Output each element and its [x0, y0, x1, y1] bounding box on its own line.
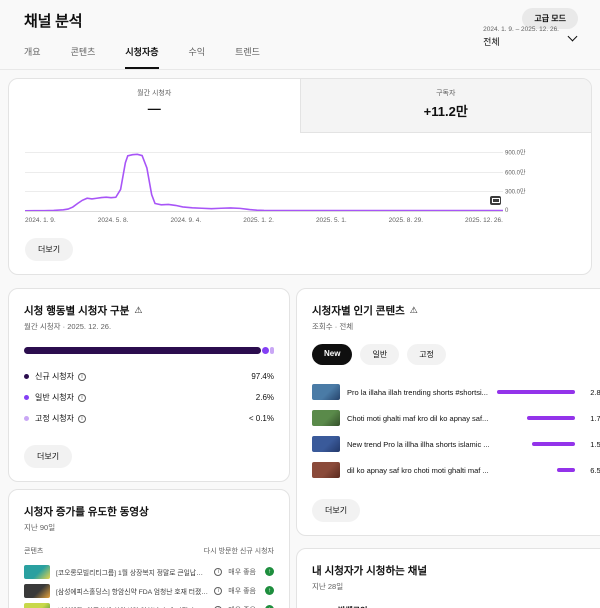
- analytics-line: [25, 149, 503, 211]
- tab-content[interactable]: 콘텐츠: [70, 47, 96, 57]
- x-axis: 2024. 1. 9. 2024. 5. 8. 2024. 9. 4. 2025…: [25, 217, 503, 224]
- channel-row[interactable]: 박쌤코인 구독자 16.2만명: [312, 605, 600, 608]
- info-icon[interactable]: i: [78, 372, 87, 381]
- video-thumbnail: [24, 602, 50, 608]
- info-icon[interactable]: i: [214, 567, 223, 576]
- viewer-behavior-card: 시청 행동별 시청자 구분 ⚠ 월간 시청자 · 2025. 12. 26. 신…: [8, 288, 290, 482]
- date-range-picker[interactable]: 2024. 1. 9. – 2025. 12. 26. 전체: [483, 26, 578, 48]
- card-title: 시청자 증가를 유도한 동영상: [24, 506, 149, 518]
- metric-monthly-viewers[interactable]: 월간 시청자 —: [137, 90, 172, 116]
- video-thumbnail: [24, 583, 50, 598]
- video-thumbnail: [24, 564, 50, 579]
- video-row[interactable]: Pro la illaha illah trending shorts #sho…: [312, 379, 600, 405]
- latest-data-marker-icon: [490, 196, 501, 205]
- gridline: [25, 191, 503, 193]
- views-bar: [556, 468, 575, 472]
- growth-videos-card: 시청자 증가를 유도한 동영상 지난 90일 콘텐츠 다시 방문한 신규 시청자…: [8, 489, 290, 608]
- tab-audience[interactable]: 시청자층: [125, 45, 159, 69]
- video-row[interactable]: Choti moti ghalti maf kro dil ko apnay s…: [312, 405, 600, 431]
- date-range-text: 2024. 1. 9. – 2025. 12. 26.: [483, 26, 559, 33]
- warning-icon[interactable]: ⚠: [134, 305, 143, 315]
- advanced-mode-button[interactable]: 고급 모드: [522, 8, 578, 29]
- info-icon[interactable]: i: [214, 586, 223, 595]
- chip-new[interactable]: New: [312, 344, 353, 365]
- table-row[interactable]: [삼성에피스홀딩스] 항암신약 FDA 엄청난 호재 터졌다! #삼성에... …: [24, 581, 274, 600]
- analytics-tabs: 개요 콘텐츠 시청자층 수익 트렌드: [24, 45, 576, 69]
- page-header: 채널 분석 고급 모드 개요 콘텐츠 시청자층 수익 트렌드 2024. 1. …: [0, 0, 600, 70]
- viewer-split-bar: [24, 347, 274, 354]
- video-thumbnail: [312, 436, 340, 452]
- trend-up-icon: ↑: [265, 605, 274, 608]
- chart-plot-area[interactable]: [25, 149, 503, 212]
- info-icon[interactable]: i: [78, 414, 87, 423]
- video-thumbnail: [312, 462, 340, 478]
- info-icon[interactable]: i: [78, 393, 87, 402]
- legend-bullet: [24, 416, 29, 421]
- trend-up-icon: ↑: [265, 586, 274, 595]
- audience-overview-card: 월간 시청자 — 구독자 +11.2만 900.0만 600.0만 300.0만…: [8, 78, 592, 275]
- gridline-zero: [25, 211, 503, 212]
- table-row[interactable]: [바이엔톨] 이중항체 항암신약 엄청난 호재 터졌다!! #바이엔톨 #...…: [24, 600, 274, 608]
- card-title: 시청 행동별 시청자 구분 ⚠: [24, 305, 143, 317]
- tab-revenue[interactable]: 수익: [188, 47, 206, 57]
- gridline: [25, 171, 503, 173]
- table-header: 콘텐츠 다시 방문한 신규 시청자: [24, 548, 274, 555]
- card-subtitle: 지난 90일: [24, 523, 56, 532]
- legend-bullet: [24, 374, 29, 379]
- video-thumbnail: [312, 410, 340, 426]
- popular-content-card: 시청자별 인기 콘텐츠 ⚠ 조회수 · 전체 New 일반 고정 Pro la …: [296, 288, 600, 536]
- legend-bullet: [24, 395, 29, 400]
- card-subtitle: 월간 시청자 · 2025. 12. 26.: [24, 322, 112, 331]
- card-subtitle: 조회수 · 전체: [312, 322, 354, 331]
- metric-subscribers[interactable]: 구독자 +11.2만: [299, 79, 591, 133]
- viewers-chart: 900.0만 600.0만 300.0만 0: [25, 149, 575, 214]
- legend-row: 신규 시청자 i 97.4%: [24, 366, 274, 387]
- watched-channels-card: 내 시청자가 시청하는 채널 지난 28일 박쌤코인 구독자 16.2만명 코인…: [296, 548, 600, 608]
- card-title: 내 시청자가 시청하는 채널: [312, 565, 428, 577]
- card-subtitle: 지난 28일: [312, 582, 344, 591]
- legend-row: 고정 시청자 i < 0.1%: [24, 408, 274, 429]
- behavior-more-button[interactable]: 더보기: [24, 445, 73, 468]
- views-bar: [526, 416, 575, 420]
- legend-row: 일반 시청자 i 2.6%: [24, 387, 274, 408]
- trend-up-icon: ↑: [265, 567, 274, 576]
- segment-casual: [262, 347, 269, 354]
- y-axis: 900.0만 600.0만 300.0만 0: [505, 150, 526, 214]
- table-row[interactable]: [코오롱모빌리티그룹] 1월 상장복지 정말로 큰일납니다!! #코오롱... …: [24, 562, 274, 581]
- popular-more-button[interactable]: 더보기: [312, 499, 361, 522]
- chevron-down-icon: [567, 31, 578, 41]
- card-title: 시청자별 인기 콘텐츠 ⚠: [312, 305, 418, 317]
- page-title: 채널 분석: [24, 13, 83, 30]
- audience-filter-chips: New 일반 고정: [312, 344, 600, 365]
- views-bar: [496, 390, 575, 394]
- tab-overview[interactable]: 개요: [24, 47, 41, 57]
- metric-tabs: 월간 시청자 — 구독자 +11.2만: [9, 79, 591, 133]
- tab-trends[interactable]: 트렌드: [235, 47, 260, 57]
- views-bar: [532, 442, 575, 446]
- chart-more-button[interactable]: 더보기: [25, 238, 74, 261]
- chip-regular[interactable]: 고정: [407, 344, 446, 365]
- segment-regular: [270, 347, 274, 354]
- gridline: [25, 152, 503, 154]
- video-row[interactable]: New trend Pro la illha illha shorts isla…: [312, 431, 600, 457]
- chip-casual[interactable]: 일반: [360, 344, 400, 365]
- warning-icon[interactable]: ⚠: [409, 305, 418, 315]
- video-row[interactable]: dil ko apnay saf kro choti moti ghalti m…: [312, 457, 600, 483]
- date-scope-text: 전체: [483, 37, 500, 47]
- segment-new: [24, 347, 261, 354]
- video-thumbnail: [312, 384, 340, 400]
